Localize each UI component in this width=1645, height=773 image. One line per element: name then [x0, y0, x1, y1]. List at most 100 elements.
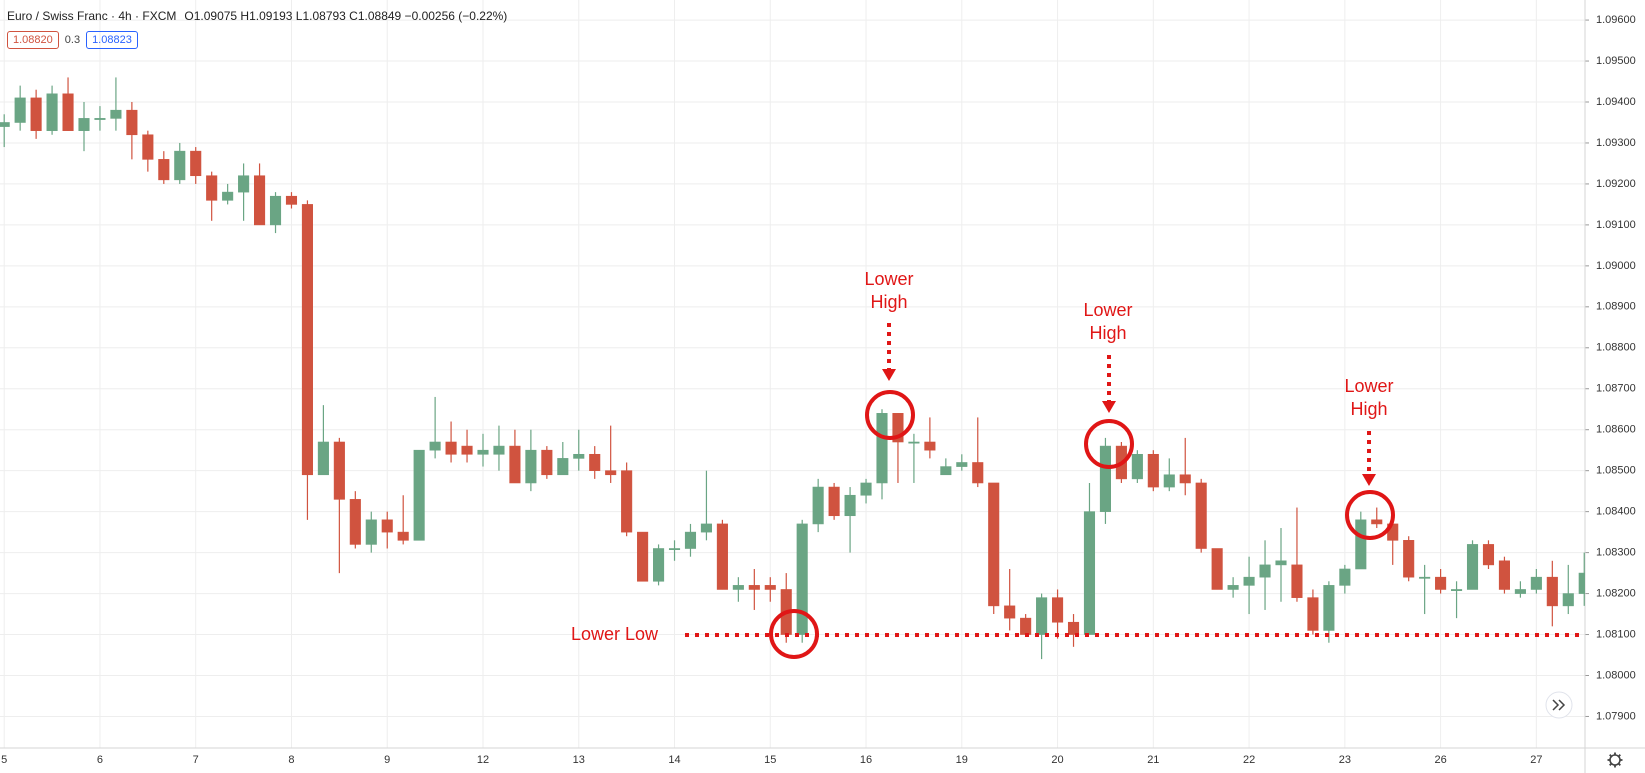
symbol-title: Euro / Swiss Franc · 4h · FXCM	[7, 9, 177, 23]
candle-body	[110, 109, 122, 119]
candle-body	[206, 175, 218, 201]
candle-body	[732, 585, 744, 590]
candle-body	[1339, 568, 1351, 586]
gear-tooth	[1609, 754, 1613, 758]
annotation-text: Lower High	[864, 269, 914, 312]
y-tick-label: 1.09400	[1596, 96, 1636, 108]
candle-body	[796, 523, 808, 635]
candle-body	[413, 449, 425, 541]
annotation-circle	[1345, 490, 1395, 540]
y-tick-label: 1.08400	[1596, 506, 1636, 518]
price-boxes: 1.08820 0.3 1.08823	[7, 31, 138, 49]
x-tick-label: 12	[477, 754, 489, 766]
candle-body	[956, 462, 968, 467]
candle-body	[62, 93, 74, 131]
candle-body	[78, 118, 90, 131]
annotations	[685, 323, 1585, 659]
y-tick-label: 1.08600	[1596, 424, 1636, 436]
candle-body	[365, 519, 377, 545]
candle-body	[14, 97, 26, 123]
y-tick-label: 1.08700	[1596, 383, 1636, 395]
annotation-circle	[865, 390, 915, 440]
candle-body	[1435, 576, 1447, 590]
candle-body	[828, 486, 840, 517]
candle-body	[589, 453, 601, 471]
x-tick-label: 5	[1, 754, 7, 766]
candle-body	[557, 458, 569, 476]
y-tick-label: 1.08100	[1596, 628, 1636, 640]
candle-body	[174, 150, 186, 181]
candle-body	[1514, 589, 1526, 594]
x-tick-label: 16	[860, 754, 872, 766]
candle-body	[1147, 453, 1159, 488]
y-tick-label: 1.09200	[1596, 178, 1636, 190]
annotation-arrowhead	[882, 369, 896, 381]
candle-body	[1546, 576, 1558, 607]
candle-body	[1482, 544, 1495, 566]
candles	[0, 77, 1585, 660]
candle-body	[700, 523, 712, 533]
candle-body	[1451, 589, 1463, 591]
candle-body	[158, 159, 170, 181]
candle-body	[1211, 548, 1223, 590]
candle-body	[1067, 621, 1080, 635]
settings-icon[interactable]	[1607, 752, 1623, 768]
gear-tooth	[1617, 754, 1621, 758]
candle-body	[285, 195, 298, 205]
y-tick-label: 1.08300	[1596, 547, 1636, 559]
candle-body	[573, 453, 585, 459]
candle-body	[1195, 482, 1207, 549]
candle-body	[269, 195, 282, 226]
x-tick-label: 27	[1530, 754, 1542, 766]
candle-body	[238, 175, 250, 193]
annotation-text: Lower High	[1083, 300, 1133, 343]
annotation-arrowhead	[1102, 401, 1116, 413]
x-tick-label: 15	[764, 754, 776, 766]
candle-body	[126, 109, 138, 136]
candle-body	[812, 486, 824, 525]
annotation-circle	[1084, 419, 1134, 469]
candle-body	[1578, 572, 1585, 594]
candle-body	[1179, 474, 1191, 484]
y-tick-label: 1.08800	[1596, 342, 1636, 354]
annotation-circle	[769, 609, 819, 659]
candle-body	[908, 441, 920, 444]
candle-body	[860, 482, 872, 496]
candle-body	[1307, 597, 1319, 631]
candle-body	[222, 191, 234, 201]
candle-body	[1403, 540, 1415, 578]
sell-price[interactable]: 1.08820	[7, 31, 59, 49]
candle-body	[429, 441, 441, 451]
candle-body	[477, 449, 489, 455]
y-tick-label: 1.09300	[1596, 137, 1636, 149]
candle-body	[1355, 519, 1367, 570]
candle-body	[1291, 564, 1303, 598]
candle-body	[668, 548, 681, 551]
candle-body	[1052, 597, 1064, 623]
candle-body	[924, 441, 936, 451]
candle-body	[317, 441, 329, 476]
y-tick-label: 1.09000	[1596, 260, 1636, 272]
candle-body	[1259, 564, 1271, 578]
x-tick-label: 23	[1339, 754, 1351, 766]
candle-body	[621, 470, 633, 533]
buy-price[interactable]: 1.08823	[86, 31, 138, 49]
x-tick-label: 20	[1051, 754, 1063, 766]
y-tick-label: 1.09600	[1596, 14, 1636, 26]
candle-body	[716, 523, 728, 590]
candle-body	[1323, 585, 1335, 631]
candle-body	[1530, 576, 1542, 590]
candle-body	[0, 122, 10, 127]
candle-body	[1562, 593, 1574, 607]
candle-body	[1419, 576, 1431, 579]
candle-body	[1466, 544, 1479, 590]
candle-body	[397, 531, 409, 541]
candle-body	[764, 585, 776, 590]
candle-body	[972, 462, 984, 484]
y-tick-label: 1.08200	[1596, 587, 1636, 599]
candle-body	[94, 118, 106, 120]
candle-body	[525, 449, 537, 484]
ohlc-readout: O1.09075 H1.09193 L1.08793 C1.08849 −0.0…	[184, 9, 508, 23]
